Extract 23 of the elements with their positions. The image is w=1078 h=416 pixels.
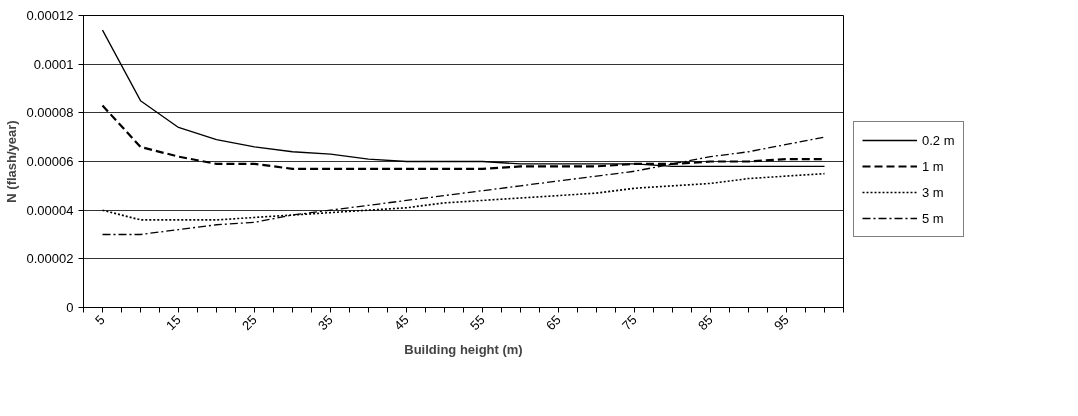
y-tick-label: 0.00008 [26,105,74,121]
x-tick-label: 65 [542,312,564,334]
y-tick-label: 0 [66,300,74,315]
y-tick-label: 0.00002 [26,251,74,267]
x-tick-label: 95 [770,312,792,334]
legend-label: 5 m [922,210,944,226]
legend-label: 1 m [922,158,944,174]
x-tick-label: 45 [390,312,412,334]
y-tick-label: 0.00012 [26,8,74,23]
y-tick-label: 0.00004 [26,202,74,218]
x-tick-label: 5 [92,312,108,328]
x-tick-label: 75 [618,312,640,334]
x-tick-label: 25 [238,312,260,334]
x-tick-label: 55 [466,312,488,334]
y-tick-label: 0.0001 [33,56,74,72]
x-tick-label: 85 [694,312,716,334]
y-axis-title: N (flash/year) [3,120,19,203]
legend-label: 3 m [922,184,944,200]
x-axis-title: Building height (m) [404,342,523,358]
legend-label: 0.2 m [922,132,955,148]
y-tick-label: 0.00006 [26,154,74,169]
x-tick-label: 35 [314,312,336,334]
x-tick-label: 15 [162,312,184,334]
